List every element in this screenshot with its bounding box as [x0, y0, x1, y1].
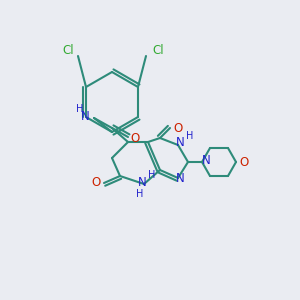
Text: O: O: [130, 131, 140, 145]
Text: Cl: Cl: [152, 44, 164, 56]
Text: Cl: Cl: [62, 44, 74, 56]
Text: O: O: [239, 155, 249, 169]
Text: H: H: [186, 131, 194, 141]
Text: N: N: [176, 136, 184, 149]
Text: H: H: [76, 104, 84, 114]
Text: O: O: [92, 176, 100, 190]
Text: N: N: [81, 110, 89, 122]
Text: H: H: [148, 170, 156, 180]
Text: H: H: [136, 189, 144, 199]
Text: N: N: [176, 172, 184, 184]
Text: N: N: [202, 154, 210, 167]
Text: N: N: [138, 176, 146, 188]
Text: O: O: [173, 122, 183, 134]
